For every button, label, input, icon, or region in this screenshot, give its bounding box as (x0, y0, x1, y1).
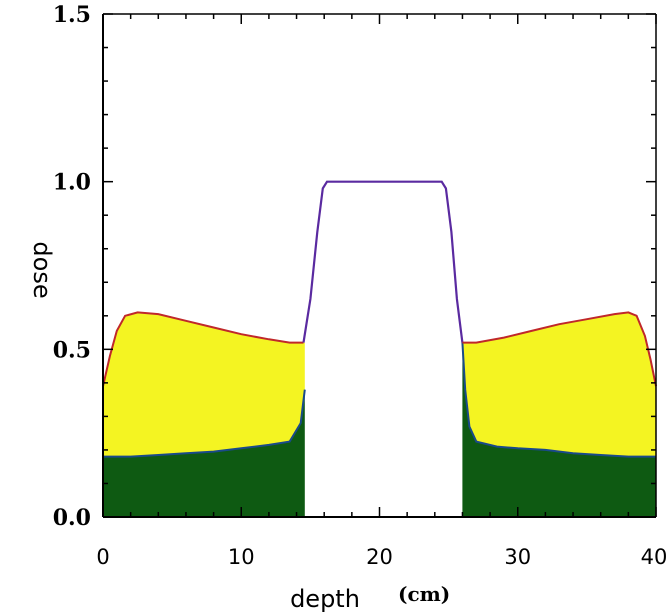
y-tick-label: 0.0 (53, 505, 91, 531)
plateau-line (302, 180, 464, 343)
lower-band-left (103, 389, 305, 517)
x-tick-label: 30 (504, 545, 531, 569)
x-axis-unit: (cm) (398, 582, 450, 606)
lower-line-right (461, 342, 656, 458)
y-tick-label: 0.5 (53, 337, 91, 363)
lower-band-right (462, 342, 656, 517)
y-tick-label: 1.0 (53, 170, 91, 196)
x-tick-label: 20 (366, 545, 393, 569)
mid-band-left (103, 312, 305, 457)
lower-line-left (103, 389, 306, 458)
x-tick-label: 0 (96, 545, 109, 569)
total-line-right (462, 311, 657, 387)
x-axis-label: depth (290, 585, 360, 613)
x-tick-label: 10 (228, 545, 255, 569)
total-line-left (102, 311, 304, 387)
x-tick-label: 40 (641, 545, 667, 569)
y-axis-label: dose (28, 241, 56, 298)
y-tick-label: 1.5 (53, 2, 91, 28)
mid-band-right (462, 312, 656, 457)
